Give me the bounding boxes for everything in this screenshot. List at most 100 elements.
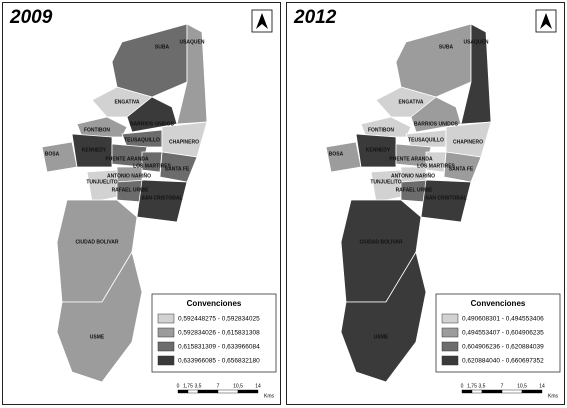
district-label: BOSA <box>329 151 344 157</box>
district <box>176 23 208 125</box>
north-arrow-icon <box>256 13 268 29</box>
north-arrow <box>251 9 273 33</box>
scale-segment <box>187 389 199 394</box>
scale-segment <box>481 389 503 394</box>
district-label: BARRIOS UNIDOS <box>414 121 459 127</box>
scale-label: 1,75 <box>467 383 477 389</box>
district-label: USME <box>90 334 105 340</box>
district <box>136 179 188 223</box>
scale-segment <box>501 389 523 394</box>
legend-title: Convenciones <box>471 299 526 308</box>
scale-segment <box>461 389 473 394</box>
legend-label: 0,494553407 - 0,604906235 <box>462 330 544 337</box>
scale-label: 0 <box>177 383 180 389</box>
legend-swatch <box>157 341 175 352</box>
district-label: ANTONIO NARIÑO <box>391 172 435 179</box>
legend-swatch <box>441 355 459 366</box>
district <box>71 133 113 168</box>
legend-swatch <box>157 313 175 324</box>
legend-swatch <box>157 355 175 366</box>
district-label: SUBA <box>155 44 170 50</box>
district-label: USME <box>374 334 389 340</box>
district-label: RAFAEL URIBE <box>396 187 434 193</box>
district-label: BARRIOS UNIDOS <box>130 121 175 127</box>
scale-label: 0 <box>461 383 464 389</box>
district <box>355 133 397 168</box>
district-label: LOS MARTIRES <box>133 163 171 169</box>
legend-label: 0,604906236 - 0,620884039 <box>462 344 544 351</box>
north-arrow <box>535 9 557 33</box>
legend: Convenciones 0,592448275 - 0,592834025 0,5… <box>151 293 277 373</box>
legend-swatch <box>441 327 459 338</box>
legend-label: 0,592448275 - 0,592834025 <box>178 316 260 323</box>
map-title: 2009 <box>9 7 53 28</box>
legend-label: 0,615831309 - 0,633966084 <box>178 344 260 351</box>
scale-label: 14 <box>539 383 545 389</box>
district-label: PUENTE ARANDA <box>105 156 149 162</box>
map-panel: 2012 SUBA USAQUEN ENGATIVA FONTIBON BARRIOS U… <box>286 2 565 405</box>
legend: Convenciones 0,490608301 - 0,494553406 0,4… <box>435 293 561 373</box>
scale-segment <box>237 389 259 394</box>
district <box>126 96 178 133</box>
district <box>420 179 472 223</box>
scale-unit: Kms <box>548 393 559 399</box>
scale-label: 3,5 <box>195 383 202 389</box>
district-label: SUBA <box>439 44 454 50</box>
scale-label: 7 <box>217 383 220 389</box>
legend-label: 0,490608301 - 0,494553406 <box>462 316 544 323</box>
district-label: RAFAEL URIBE <box>112 187 150 193</box>
scale-label: 10,5 <box>517 383 527 389</box>
district-label: BOSA <box>45 151 60 157</box>
district-label: TUNJUELITO <box>86 179 117 185</box>
scale-label: 7 <box>501 383 504 389</box>
north-arrow-icon <box>540 13 552 29</box>
district-label: SANTA FE <box>449 166 474 172</box>
scale-label: 14 <box>255 383 261 389</box>
district-label: KENNEDY <box>366 147 391 153</box>
legend-label: 0,592834026 - 0,615831308 <box>178 330 260 337</box>
district-label: LOS MARTIRES <box>417 163 455 169</box>
district-label: ENGATIVA <box>114 99 139 105</box>
scale-label: 1,75 <box>183 383 193 389</box>
map-title: 2012 <box>293 7 337 28</box>
district-label: ENGATIVA <box>398 99 423 105</box>
district <box>56 250 143 383</box>
district-label: USAQUEN <box>179 39 204 45</box>
district-label: KENNEDY <box>82 147 107 153</box>
scale-segment <box>197 389 219 394</box>
legend-swatch <box>441 341 459 352</box>
district-label: SAN CRISTOBAL <box>425 195 466 201</box>
district-label: CIUDAD BOLIVAR <box>360 239 403 245</box>
district <box>340 250 427 383</box>
scale-segment <box>471 389 483 394</box>
district-label: TEUSAQUILLO <box>124 137 160 143</box>
scale-label: 3,5 <box>479 383 486 389</box>
scale-segment <box>521 389 543 394</box>
legend-title: Convenciones <box>187 299 242 308</box>
legend-label: 0,620884040 - 0,660697352 <box>462 358 544 365</box>
district <box>410 96 462 133</box>
district-label: SAN CRISTOBAL <box>141 195 182 201</box>
legend-swatch <box>441 313 459 324</box>
district-label: CHAPINERO <box>453 139 483 145</box>
scale-unit: Kms <box>264 393 275 399</box>
district-label: PUENTE ARANDA <box>389 156 433 162</box>
map-panel: 2009 SUBA USAQUEN ENGATIVA FONTIBON BARRIOS U… <box>2 2 281 405</box>
scale-segment <box>177 389 189 394</box>
scale-label: 10,5 <box>233 383 243 389</box>
district-label: CIUDAD BOLIVAR <box>76 239 119 245</box>
legend-label: 0,633966085 - 0,656832180 <box>178 358 260 365</box>
district-label: FONTIBON <box>368 127 394 133</box>
district-label: FONTIBON <box>84 127 110 133</box>
district-label: ANTONIO NARIÑO <box>107 172 151 179</box>
district-label: USAQUEN <box>463 39 488 45</box>
district-label: SANTA FE <box>165 166 190 172</box>
district-label: TEUSAQUILLO <box>408 137 444 143</box>
legend-swatch <box>157 327 175 338</box>
district-label: TUNJUELITO <box>370 179 401 185</box>
district-label: CHAPINERO <box>169 139 199 145</box>
district <box>460 23 492 125</box>
